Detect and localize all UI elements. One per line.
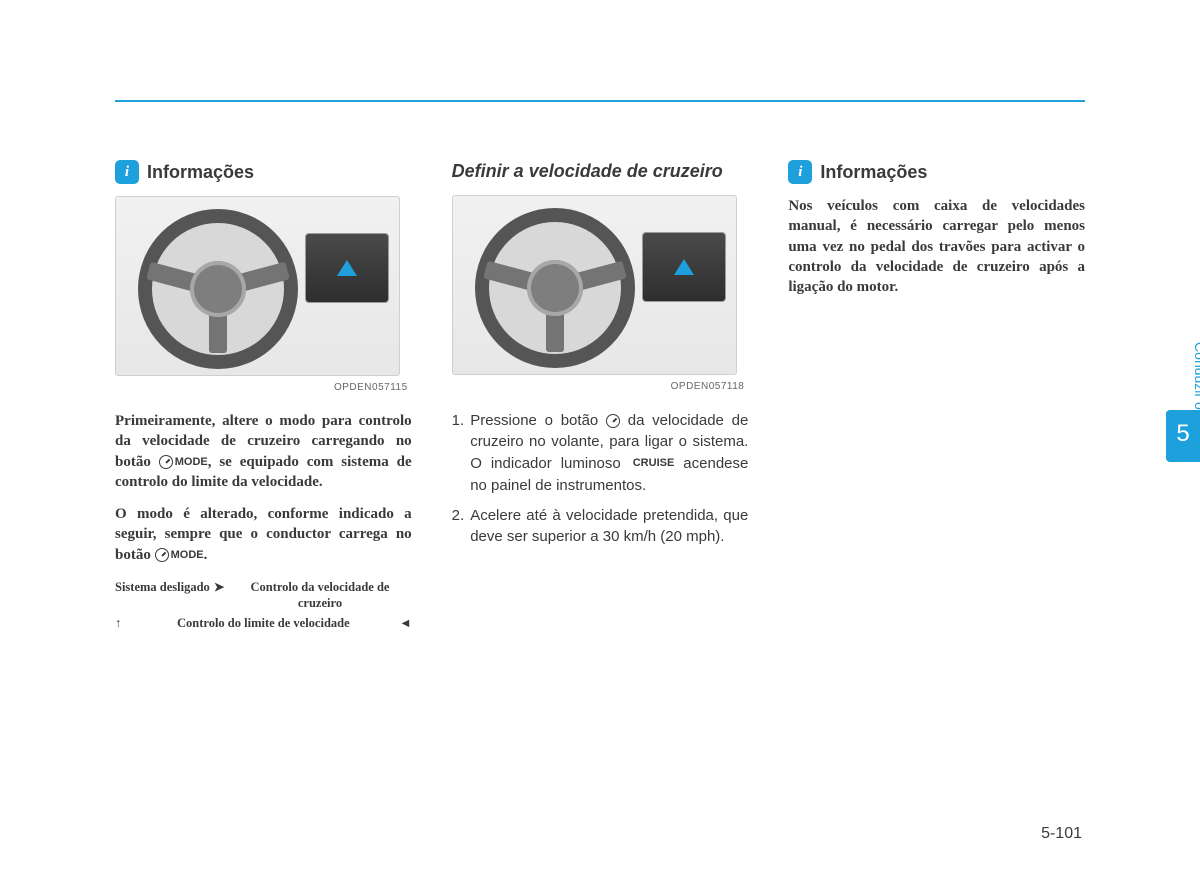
paragraph-1: Primeiramente, altere o modo para contro…: [115, 411, 412, 492]
list-body: Pressione o botão da velocidade de cruze…: [470, 410, 748, 497]
button-callout: [642, 232, 726, 302]
column-1: i Informações OPDEN057115 Primeiramente,…: [115, 160, 412, 632]
header-rule: [115, 100, 1085, 102]
arrow-up-icon: ↑: [115, 615, 131, 631]
list-item-1: 1. Pressione o botão da velocidade de cr…: [452, 410, 749, 497]
cycle-node-cruise: Controlo da velocidade de cruzeiro: [228, 579, 411, 612]
figure-caption: OPDEN057118: [452, 381, 749, 392]
arrow-right-icon: ➤: [214, 579, 224, 595]
info-heading: i Informações: [115, 160, 412, 184]
mode-label: MODE: [175, 455, 208, 470]
cycle-node-off: Sistema desligado: [115, 579, 210, 595]
section-subtitle: Definir a velocidade de cruzeiro: [452, 160, 749, 183]
columns: i Informações OPDEN057115 Primeiramente,…: [115, 160, 1085, 632]
arrow-up-icon: [674, 259, 694, 275]
speedometer-icon: [155, 548, 169, 562]
text: Pressione o botão: [470, 412, 606, 429]
info-icon: i: [115, 160, 139, 184]
cruise-badge: CRUISE: [630, 456, 675, 472]
text: .: [204, 547, 208, 563]
info-title: Informações: [820, 162, 927, 183]
speedometer-icon: [606, 414, 620, 428]
speed-icon-inline: [606, 414, 620, 428]
list-number: 1.: [452, 410, 465, 497]
steering-wheel-illustration: [138, 209, 298, 369]
cycle-node-limit: Controlo do limite de velocidade: [131, 615, 396, 631]
button-callout: [305, 233, 389, 303]
paragraph: Nos veículos com caixa de velocidades ma…: [788, 196, 1085, 297]
info-title: Informações: [147, 162, 254, 183]
chapter-title: Conduzir o veículo: [1192, 342, 1200, 458]
figure-steering-2: [452, 195, 737, 375]
mode-label: MODE: [171, 548, 204, 563]
list-number: 2.: [452, 505, 465, 549]
arrow-left-down-icon: ◄: [396, 615, 412, 631]
paragraph-2: O modo é alterado, conforme indicado a s…: [115, 504, 412, 565]
mode-badge: MODE: [155, 548, 204, 563]
cruise-label: CRUISE: [633, 456, 675, 472]
page-content: i Informações OPDEN057115 Primeiramente,…: [115, 100, 1085, 632]
arrow-up-icon: [337, 260, 357, 276]
info-heading: i Informações: [788, 160, 1085, 184]
figure-caption: OPDEN057115: [115, 382, 412, 393]
info-icon: i: [788, 160, 812, 184]
list-item-2: 2. Acelere até à velocidade pretendida, …: [452, 505, 749, 549]
mode-cycle-diagram: Sistema desligado ➤ Controlo da velocida…: [115, 579, 412, 632]
figure-steering-1: [115, 196, 400, 376]
steering-wheel-illustration: [475, 208, 635, 368]
column-3: i Informações Nos veículos com caixa de …: [788, 160, 1085, 632]
mode-badge: MODE: [159, 455, 208, 470]
page-number: 5-101: [1041, 825, 1082, 843]
speedometer-icon: [159, 455, 173, 469]
list-body: Acelere até à velocidade pretendida, que…: [470, 505, 748, 549]
column-2: Definir a velocidade de cruzeiro OPDEN05…: [452, 160, 749, 632]
